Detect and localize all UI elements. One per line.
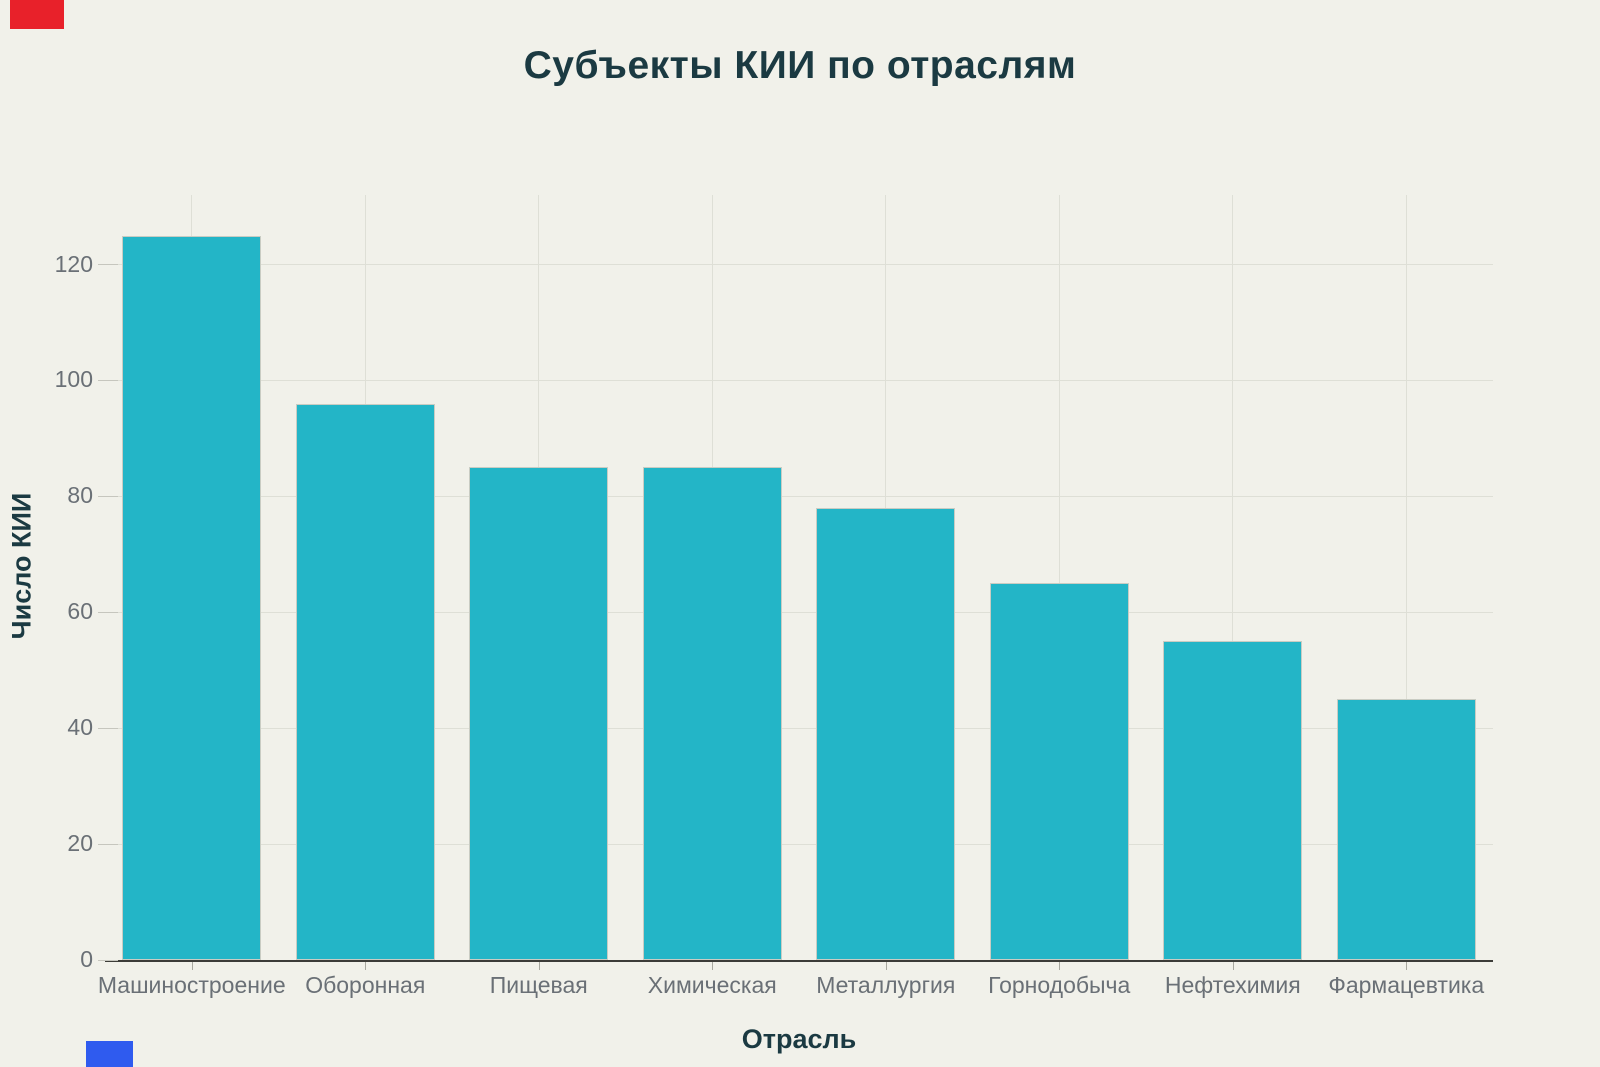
y-tick-label: 80: [67, 482, 93, 509]
x-tick-mark: [365, 962, 367, 970]
bar: [816, 507, 956, 960]
h-gridline: [105, 264, 1493, 266]
x-tick-label: Горнодобыча: [988, 972, 1131, 998]
y-tick-label: 60: [67, 598, 93, 625]
x-tick-label: Нефтехимия: [1164, 972, 1301, 998]
v-gridline: [1405, 195, 1407, 960]
h-gridline: [105, 727, 1493, 729]
h-gridline: [105, 379, 1493, 381]
x-tick-mark: [1059, 962, 1061, 970]
x-tick-label: Химическая: [647, 972, 777, 998]
y-tick-mark: [98, 495, 118, 497]
y-tick-mark: [98, 843, 118, 845]
x-tick-label: Пищевая: [489, 972, 588, 998]
bar: [642, 467, 782, 960]
h-gridline: [105, 495, 1493, 497]
y-tick-mark: [98, 379, 118, 381]
y-tick-mark: [98, 264, 118, 266]
y-tick-mark: [98, 959, 118, 961]
x-tick-mark: [1232, 962, 1234, 970]
x-tick-mark: [538, 962, 540, 970]
bar: [1336, 699, 1476, 960]
plot-area: [105, 195, 1493, 962]
y-tick-mark: [98, 611, 118, 613]
x-axis-title: Отрасль: [741, 1024, 857, 1054]
y-tick-label: 120: [54, 250, 93, 277]
bar: [1163, 641, 1303, 960]
x-tick-label: Оборонная: [305, 972, 426, 998]
top-left-marker: [10, 0, 64, 29]
bar: [295, 403, 435, 960]
v-gridline: [1232, 195, 1234, 960]
bar: [122, 235, 262, 960]
h-gridline: [105, 611, 1493, 613]
y-tick-mark: [98, 727, 118, 729]
y-tick-label: 100: [54, 366, 93, 393]
x-tick-label: Фармацевтика: [1328, 972, 1485, 998]
v-gridline: [1058, 195, 1060, 960]
x-tick-mark: [885, 962, 887, 970]
h-gridline: [105, 843, 1493, 845]
bar: [989, 583, 1129, 960]
x-tick-mark: [1406, 962, 1408, 970]
x-tick-mark: [191, 962, 193, 970]
y-tick-label: 40: [67, 714, 93, 741]
bar: [469, 467, 609, 960]
y-tick-label: 20: [67, 830, 93, 857]
x-tick-label: Металлургия: [816, 972, 956, 998]
x-tick-mark: [712, 962, 714, 970]
bottom-left-marker: [86, 1041, 133, 1067]
x-tick-label: Машиностроение: [97, 972, 286, 998]
y-tick-label: 0: [80, 946, 93, 972]
chart-title: Субъекты КИИ по отраслям: [523, 44, 1077, 87]
